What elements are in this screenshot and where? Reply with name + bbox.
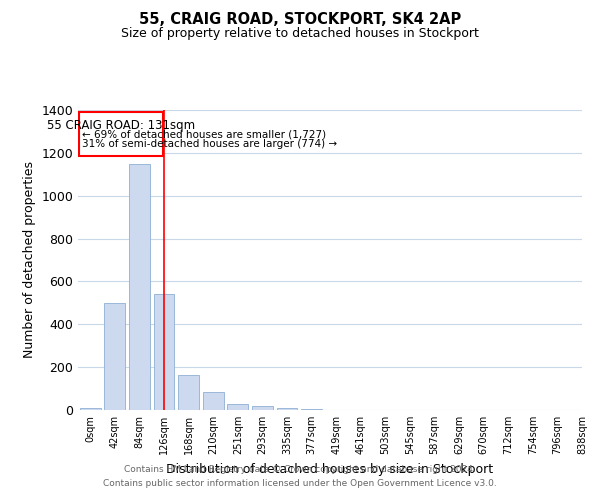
Y-axis label: Number of detached properties: Number of detached properties	[23, 162, 36, 358]
Text: 31% of semi-detached houses are larger (774) →: 31% of semi-detached houses are larger (…	[82, 139, 337, 149]
X-axis label: Distribution of detached houses by size in Stockport: Distribution of detached houses by size …	[166, 462, 494, 475]
Bar	[104, 303, 125, 410]
Bar	[252, 406, 273, 410]
Bar	[80, 408, 101, 410]
Text: Size of property relative to detached houses in Stockport: Size of property relative to detached ho…	[121, 28, 479, 40]
Text: 55, CRAIG ROAD, STOCKPORT, SK4 2AP: 55, CRAIG ROAD, STOCKPORT, SK4 2AP	[139, 12, 461, 28]
Bar	[129, 164, 150, 410]
Text: ← 69% of detached houses are smaller (1,727): ← 69% of detached houses are smaller (1,…	[82, 130, 326, 140]
Bar	[178, 374, 199, 410]
Bar	[79, 112, 163, 156]
Text: Contains HM Land Registry data © Crown copyright and database right 2024.
Contai: Contains HM Land Registry data © Crown c…	[103, 466, 497, 487]
Bar	[203, 392, 224, 410]
Bar	[227, 404, 248, 410]
Text: 55 CRAIG ROAD: 131sqm: 55 CRAIG ROAD: 131sqm	[47, 118, 195, 132]
Bar	[277, 408, 298, 410]
Bar	[154, 294, 175, 410]
Bar	[301, 409, 322, 410]
